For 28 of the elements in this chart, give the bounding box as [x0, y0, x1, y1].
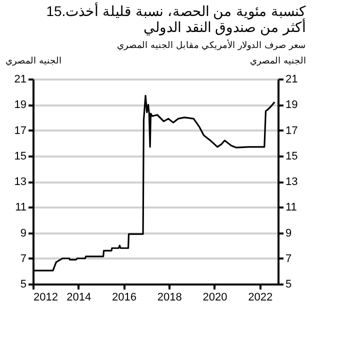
x-tick-label: 2022 [248, 292, 273, 304]
y2-tick-label: 11 [286, 202, 297, 214]
y2-tick-label: 7 [286, 252, 292, 265]
y-tick-label: 17 [14, 124, 26, 137]
y-tick-label: 21 [14, 74, 26, 86]
x-tick-label: 2020 [202, 292, 228, 304]
x-tick-label: 2012 [34, 292, 58, 304]
y2-tick-label: 17 [286, 124, 298, 137]
y-tick-label: 15 [14, 150, 26, 162]
chart-subtitle: سعر صرف الدولار الأمريكي مقابل الجنيه المصري [116, 39, 306, 51]
x-tick-label: 2016 [112, 292, 136, 304]
y2-tick-label: 19 [286, 99, 298, 112]
y-tick-label: 7 [20, 252, 26, 265]
y2-tick-label: 21 [286, 74, 298, 86]
y2-tick-label: 9 [286, 227, 292, 240]
y-tick-label: 9 [20, 227, 26, 240]
y-tick-label: 5 [20, 278, 26, 290]
y2-axis-title: الجنيه المصري [250, 56, 306, 66]
y-tick-label: 11 [15, 202, 26, 214]
y-tick-label: 13 [14, 176, 26, 188]
y2-tick-label: 13 [286, 176, 298, 188]
y2-tick-label: 5 [286, 278, 292, 290]
y2-tick-label: 15 [286, 150, 298, 162]
y-tick-label: 19 [14, 99, 26, 112]
x-tick-label: 2014 [66, 292, 92, 304]
y-axis-title: الجنيه المصري [6, 56, 62, 66]
x-tick-label: 2018 [157, 292, 182, 304]
chart-title: 15.كنسبة مئوية من الحصة، نسبة قليلة أخذت أكثر من صندوق النقد الدولي [46, 1, 306, 36]
